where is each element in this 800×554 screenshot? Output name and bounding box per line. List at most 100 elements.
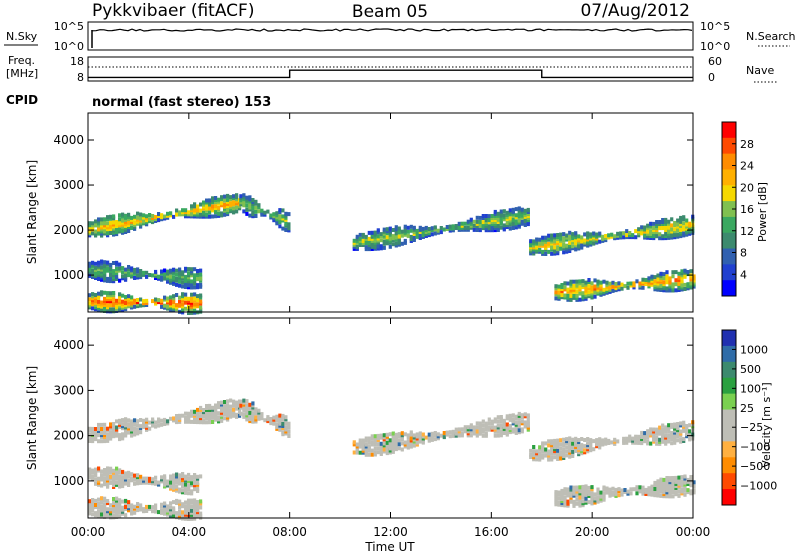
echo-cell (391, 431, 395, 436)
echo-cell (245, 407, 249, 412)
echo-cell (475, 215, 479, 220)
echo-cell (154, 272, 158, 276)
echo-cell (232, 407, 236, 412)
echo-cell (664, 439, 668, 444)
echo-cell (505, 221, 509, 225)
echo-cell (181, 276, 185, 281)
echo-cell (418, 433, 422, 438)
echo-cell (160, 418, 164, 423)
echo-cell (145, 509, 149, 513)
echo-cell (430, 431, 434, 436)
echo-cell (637, 227, 641, 232)
echo-cell (679, 437, 683, 442)
echo-cell (557, 496, 561, 501)
echo-cell (208, 214, 212, 219)
nsky-label: N.Sky (6, 30, 38, 43)
echo-cell (427, 432, 431, 437)
echo-cell (88, 233, 92, 238)
echo-cell (662, 488, 666, 493)
echo-cell (596, 499, 600, 504)
echo-cell (662, 276, 666, 281)
echo-cell (112, 220, 116, 225)
echo-cell (571, 240, 575, 245)
echo-cell (593, 278, 597, 283)
echo-cell (680, 479, 684, 484)
echo-cell (572, 491, 576, 496)
echo-cell (581, 283, 585, 288)
echo-cell (226, 210, 230, 215)
echo-cell (121, 505, 125, 510)
echo-cell (607, 233, 611, 238)
echo-cell (142, 213, 146, 218)
echo-cell (160, 277, 164, 282)
colorbar-swatch (722, 441, 736, 458)
echo-cell (115, 480, 119, 485)
echo-cell (190, 481, 194, 486)
y-tick-label: 3000 (53, 178, 84, 192)
echo-cell (592, 231, 596, 236)
echo-cell (242, 398, 246, 403)
echo-cell (112, 422, 116, 426)
echo-cell (565, 453, 569, 458)
echo-cell (688, 429, 692, 434)
echo-cell (613, 441, 617, 446)
echo-cell (163, 505, 167, 510)
echo-cell (254, 407, 258, 412)
echo-cell (499, 429, 503, 434)
echo-cell (676, 222, 680, 227)
echo-cell (598, 231, 602, 236)
echo-cell (653, 483, 657, 487)
echo-cell (196, 416, 200, 420)
echo-cell (187, 411, 191, 416)
echo-cell (664, 427, 668, 432)
echo-cell (88, 229, 92, 234)
echo-cell (538, 247, 542, 252)
echo-cell (226, 399, 230, 404)
echo-cell (631, 438, 635, 443)
echo-cell (445, 225, 449, 229)
echo-cell (124, 271, 128, 276)
echo-cell (284, 421, 288, 426)
echo-cell (248, 406, 252, 411)
echo-cell (562, 232, 566, 237)
echo-cell (139, 478, 143, 483)
echo-cell (154, 301, 158, 306)
echo-cell (376, 436, 380, 440)
colorbar-tick-label: 500 (740, 363, 761, 376)
echo-cell (118, 262, 122, 267)
echo-cell (385, 432, 389, 437)
echo-cell (584, 492, 588, 497)
echo-cell (88, 221, 92, 226)
echo-cell (575, 293, 579, 298)
echo-cell (112, 503, 116, 508)
echo-cell (91, 500, 95, 505)
echo-cell (667, 427, 671, 432)
echo-cell (560, 289, 564, 294)
echo-cell (502, 418, 506, 423)
echo-cell (511, 417, 515, 422)
echo-cell (106, 221, 110, 226)
echo-cell (175, 414, 179, 418)
echo-cell (670, 441, 674, 446)
echo-cell (145, 298, 149, 303)
echo-cell (115, 470, 119, 475)
colorbar-swatch (722, 122, 736, 139)
echo-cell (671, 274, 675, 279)
echo-cell (556, 245, 560, 250)
echo-cell (181, 270, 185, 275)
echo-cell (659, 481, 663, 486)
echo-cell (254, 411, 258, 416)
echo-cell (178, 473, 182, 478)
echo-cell (388, 438, 392, 443)
echo-cell (118, 219, 122, 224)
echo-cell (643, 431, 647, 436)
echo-cell (151, 505, 155, 510)
echo-cell (692, 488, 696, 493)
echo-cell (118, 266, 122, 271)
echo-cell (199, 212, 203, 217)
power-ylabel: Slant Range [km] (25, 160, 39, 264)
colorbar-swatch (722, 153, 736, 170)
echo-cell (550, 451, 554, 456)
echo-cell (281, 422, 285, 426)
